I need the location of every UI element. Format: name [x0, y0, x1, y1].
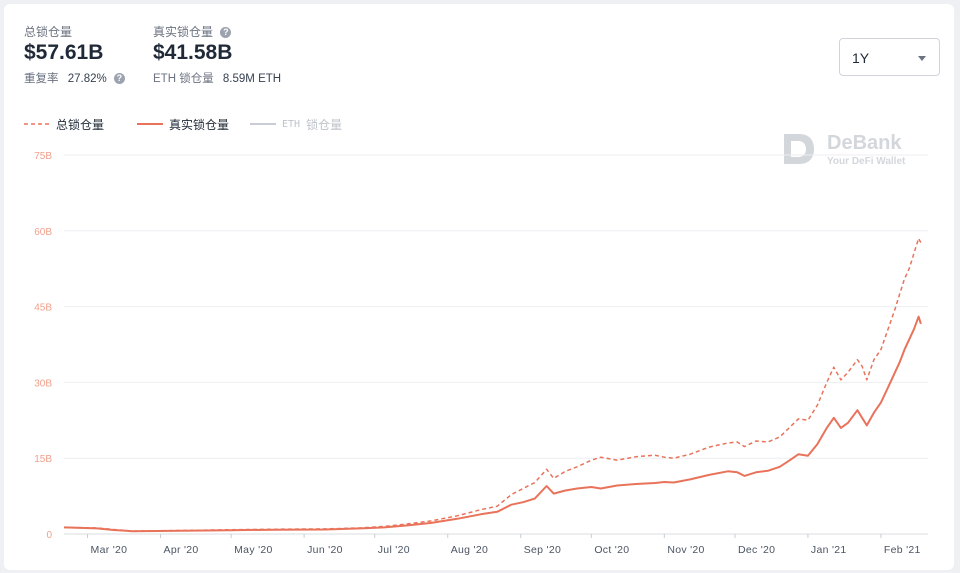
solid-line-icon	[250, 123, 276, 125]
watermark-brand: DeBank	[827, 132, 902, 154]
time-range-select[interactable]: 1Y	[839, 38, 940, 76]
chevron-down-icon	[918, 56, 926, 61]
tvl-value: $57.61B	[24, 41, 104, 64]
x-tick-label: Sep '20	[524, 544, 561, 556]
x-tick-label: Feb '21	[884, 544, 921, 556]
eth-tvl-label: ETH 锁仓量	[153, 73, 214, 85]
real-tvl-label-row: 真实锁仓量 ?	[153, 23, 232, 40]
y-tick-label: 15B	[34, 454, 52, 465]
x-tick-label: Jan '21	[811, 544, 847, 556]
y-tick-label: 0	[46, 530, 52, 541]
legend-eth-suffix: 锁仓量	[306, 117, 343, 132]
tvl-card: 总锁仓量 $57.61B 重复率 27.82% ? 真实锁仓量 ? $41.58…	[4, 4, 954, 570]
y-tick-label: 75B	[34, 151, 52, 162]
eth-row: ETH 锁仓量 8.59M ETH	[153, 70, 281, 86]
legend-eth-prefix: ETH	[282, 118, 301, 130]
overlap-value: 27.82%	[67, 73, 107, 85]
debank-logo-icon	[784, 134, 814, 164]
x-tick-label: Mar '20	[91, 544, 128, 556]
x-tick-label: Nov '20	[667, 544, 704, 556]
overlap-help-icon[interactable]: ?	[113, 73, 125, 84]
legend-total-label: 总锁仓量	[56, 117, 105, 132]
y-tick-label: 60B	[34, 227, 52, 238]
legend-real[interactable]: 真实锁仓量	[137, 117, 230, 132]
y-tick-label: 45B	[34, 303, 52, 314]
eth-tvl-value: 8.59M ETH	[222, 73, 282, 85]
series-total-tvl-line	[63, 237, 922, 532]
overlap-row: 重复率 27.82% ?	[24, 70, 125, 86]
x-tick-label: Jul '20	[378, 544, 410, 556]
x-tick-label: Apr '20	[164, 544, 199, 556]
solid-line-icon	[137, 123, 163, 125]
time-range-value: 1Y	[852, 50, 870, 66]
series-real-tvl-line	[63, 315, 922, 533]
x-tick-label: Jun '20	[307, 544, 343, 556]
tvl-line-chart: 0 15B 30B 45B 60B 75B Mar '20 Apr '20 May '20 Ju…	[34, 151, 928, 556]
y-tick-label: 30B	[34, 378, 52, 389]
real-tvl-value: $41.58B	[153, 41, 233, 64]
legend-eth[interactable]: ETH 锁仓量	[250, 117, 343, 132]
legend-total[interactable]: 总锁仓量	[24, 117, 105, 132]
watermark-tagline: Your DeFi Wallet	[827, 156, 906, 167]
dashed-line-icon	[24, 123, 50, 125]
x-tick-label: Aug '20	[451, 544, 488, 556]
x-tick-label: May '20	[234, 544, 273, 556]
real-tvl-help-icon[interactable]: ?	[220, 27, 232, 38]
real-tvl-label: 真实锁仓量	[153, 25, 214, 39]
legend-real-label: 真实锁仓量	[169, 117, 230, 132]
x-tick-label: Dec '20	[738, 544, 775, 556]
debank-watermark: DeBank Your DeFi Wallet	[782, 132, 922, 172]
tvl-label: 总锁仓量	[24, 25, 73, 39]
x-tick-label: Oct '20	[594, 544, 629, 556]
overlap-label: 重复率	[24, 73, 59, 85]
